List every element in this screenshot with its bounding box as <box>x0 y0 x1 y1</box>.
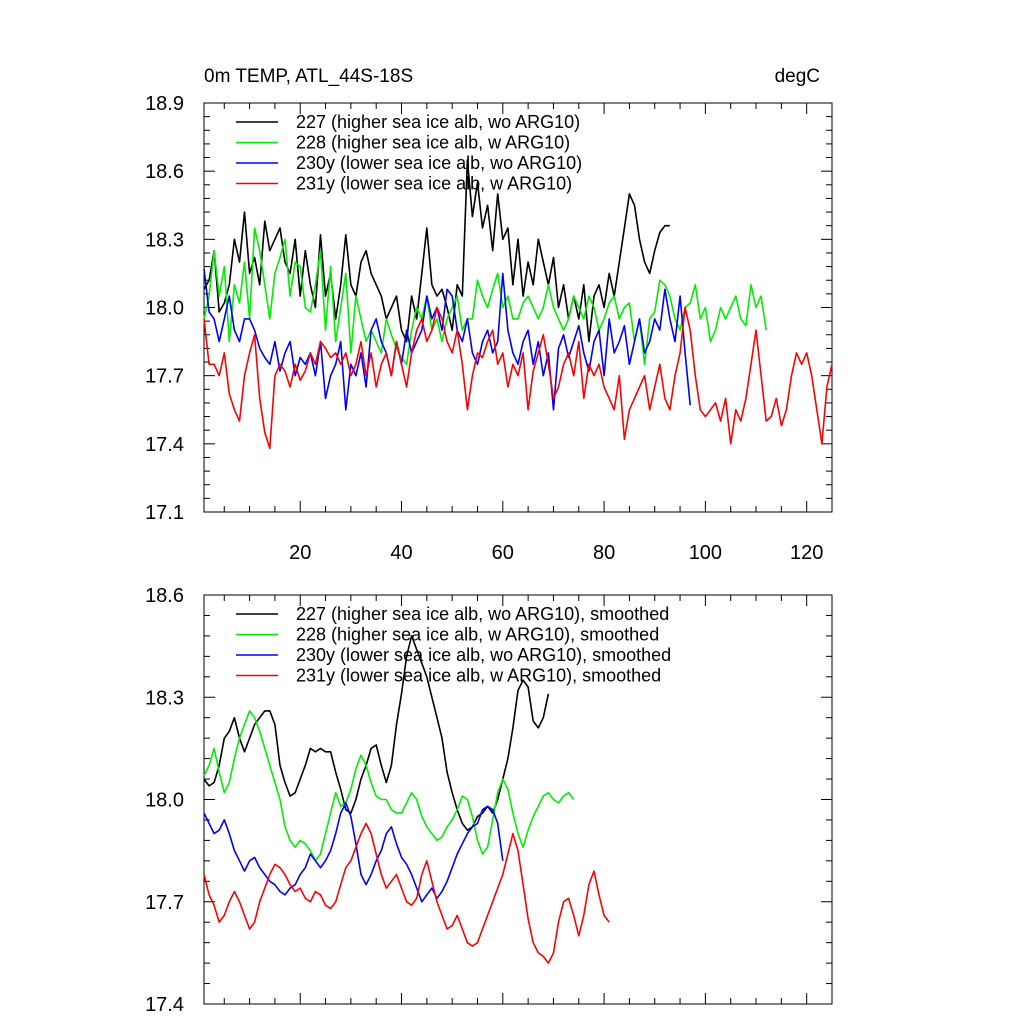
top-panel-series-lines <box>203 159 833 450</box>
top-panel-legend: 227 (higher sea ice alb, wo ARG10)228 (h… <box>236 112 582 194</box>
top-panel-x-tick-label: 80 <box>593 542 615 564</box>
top-panel-y-tick-label: 17.1 <box>145 502 184 524</box>
top-panel-legend-label-4: 231y (lower sea ice alb, w ARG10) <box>296 174 572 194</box>
top-panel-legend-label-2: 228 (higher sea ice alb, w ARG10) <box>296 133 570 153</box>
top-panel-legend-label-1: 227 (higher sea ice alb, wo ARG10) <box>296 112 580 132</box>
top-panel: 0m TEMP, ATL_44S-18S degC 17.1 17.4 17.7 18… <box>145 66 833 564</box>
bottom-panel-y-tick-labels: 17.4 17.7 18.0 18.3 18.6 <box>145 585 184 1016</box>
bottom-panel-y-tick-label: 18.0 <box>145 790 184 812</box>
top-panel-title: 0m TEMP, ATL_44S-18S <box>204 66 413 87</box>
top-panel-x-tick-label: 100 <box>689 542 722 564</box>
bottom-panel-series-line-3 <box>203 802 504 903</box>
top-panel-y-tick-labels: 17.1 17.4 17.7 18.0 18.3 18.6 18.9 <box>145 93 184 524</box>
top-panel-series-line-4 <box>203 306 833 450</box>
bottom-panel-legend-label-1: 227 (higher sea ice alb, wo ARG10), smoo… <box>296 604 669 624</box>
top-panel-units: degC <box>775 66 820 87</box>
top-panel-legend-label-3: 230y (lower sea ice alb, wo ARG10) <box>296 153 582 173</box>
top-panel-y-tick-label: 18.0 <box>145 298 184 320</box>
top-panel-y-tick-label: 18.6 <box>145 161 184 183</box>
bottom-panel-legend-label-2: 228 (higher sea ice alb, w ARG10), smoot… <box>296 625 659 645</box>
bottom-panel-legend-label-3: 230y (lower sea ice alb, wo ARG10), smoo… <box>296 645 671 665</box>
bottom-panel-series-line-1 <box>203 635 550 832</box>
bottom-panel-series-line-2 <box>203 710 575 862</box>
bottom-panel-y-tick-label: 18.6 <box>145 585 184 607</box>
top-panel-y-tick-label: 18.9 <box>145 93 184 115</box>
top-panel-y-tick-label: 17.4 <box>145 434 184 456</box>
top-panel-series-line-2 <box>203 227 767 366</box>
top-panel-series-line-1 <box>203 159 670 343</box>
top-panel-x-tick-label: 40 <box>390 542 412 564</box>
bottom-panel-series-lines <box>203 635 610 964</box>
top-panel-y-tick-label: 17.7 <box>145 366 184 388</box>
bottom-panel-y-tick-label: 18.3 <box>145 687 184 709</box>
top-panel-ticks <box>204 102 832 513</box>
bottom-panel-legend: 227 (higher sea ice alb, wo ARG10), smoo… <box>236 604 671 686</box>
top-panel-y-tick-label: 18.3 <box>145 229 184 251</box>
bottom-panel: 17.4 17.7 18.0 18.3 18.6 227 (higher sea ice… <box>145 585 833 1016</box>
top-panel-x-tick-label: 20 <box>289 542 311 564</box>
bottom-panel-legend-label-4: 231y (lower sea ice alb, w ARG10), smoot… <box>296 666 661 686</box>
bottom-panel-y-tick-label: 17.7 <box>145 892 184 914</box>
top-panel-x-tick-labels: 20 40 60 80 100 120 <box>289 542 823 564</box>
bottom-panel-y-tick-label: 17.4 <box>145 994 184 1016</box>
top-panel-series-line-3 <box>203 268 691 411</box>
top-panel-x-tick-label: 60 <box>492 542 514 564</box>
top-panel-x-tick-label: 120 <box>790 542 823 564</box>
bottom-panel-series-line-4 <box>203 822 610 964</box>
